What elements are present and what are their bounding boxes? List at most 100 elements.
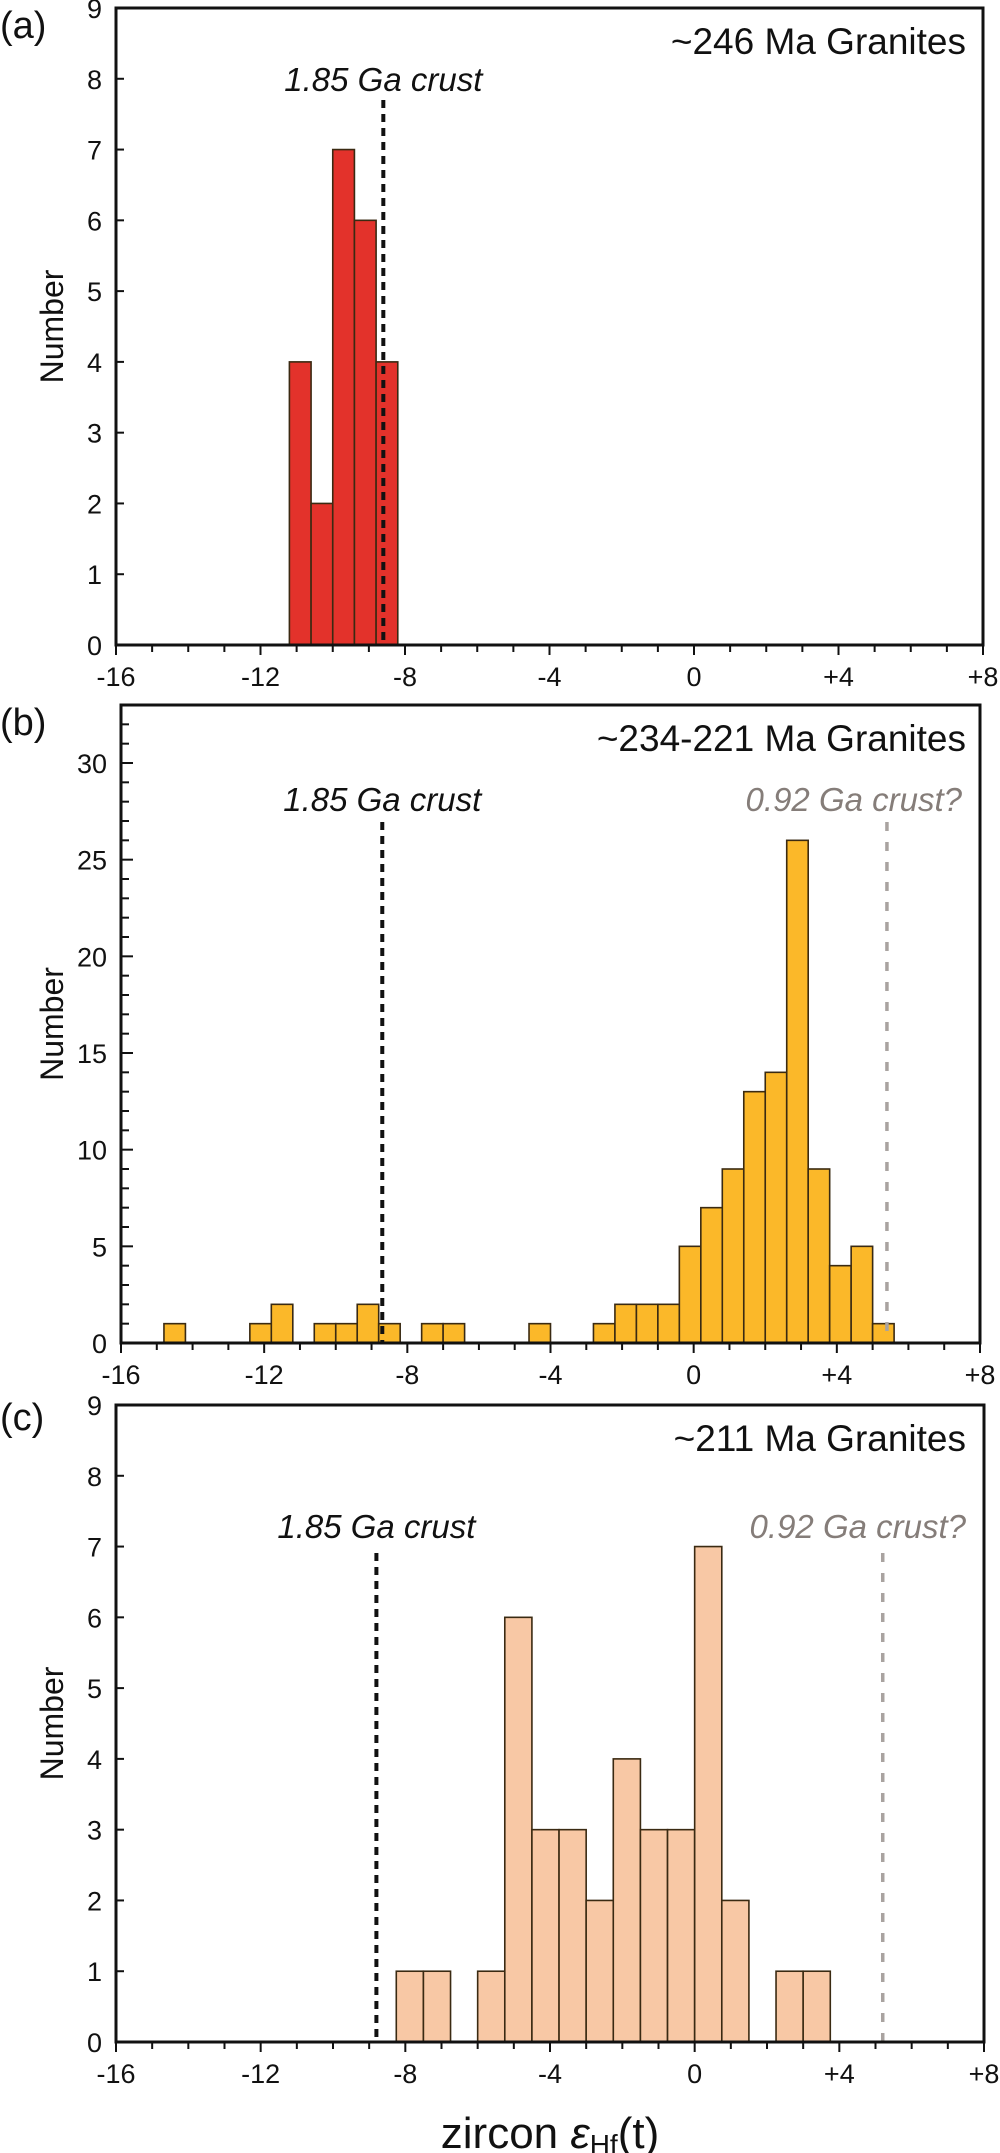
x-tick-label: +4 [823,662,854,692]
histogram-bar [764,1071,788,1344]
histogram-bar [721,1168,745,1344]
panel-b: (b) ~234-221 Ma Granites 1.85 Ga crust 0.… [0,702,995,1390]
x-tick-label: 0 [687,2059,702,2089]
reference-line-label: 0.92 Ga crust? [750,1508,967,1545]
panel-label-c: (c) [0,1397,44,1439]
x-tick-label: -8 [395,1360,419,1390]
y-tick-label: 0 [87,2028,102,2058]
panel-label-a: (a) [0,5,46,47]
y-tick-label: 5 [87,1674,102,1704]
panel-c: (c) ~211 Ma Granites zircon εHf(t) 1.85 … [0,1391,999,2153]
panel-title-c: ~211 Ma Granites [674,1418,966,1459]
histogram-bar [375,361,399,646]
y-tick-label: 4 [87,348,102,378]
y-axis-title: Number [34,1666,70,1780]
histogram-bar [666,1828,696,2043]
y-tick-label: 0 [92,1329,107,1359]
panel-label-b: (b) [0,702,46,744]
x-axis-title-subscript: Hf [590,2129,618,2153]
x-tick-label: -12 [241,2059,280,2089]
histogram-bar [476,1970,506,2043]
panel-a: (a) ~246 Ma Granites 1.85 Ga crust -16 -12… [0,0,998,692]
x-tick-label: +8 [969,2059,1000,2089]
x-tick-label: -12 [245,1360,284,1390]
histogram-bar [163,1322,187,1344]
histogram-bar [585,1899,615,2043]
histogram-bar [742,1090,767,1344]
histogram-bar [395,1970,425,2043]
x-tick-label: -8 [393,662,417,692]
histogram-bar [528,1322,552,1344]
y-tick-label: 9 [87,0,102,24]
histogram-bar [775,1970,804,2043]
reference-line-label: 1.85 Ga crust [277,1508,477,1545]
reference-line-label: 1.85 Ga crust [283,781,483,818]
histogram-bar [612,1758,642,2043]
y-tick-label: 8 [87,65,102,95]
histogram-bar [310,502,334,646]
histogram-bar [657,1303,681,1344]
x-tick-label: 0 [686,1360,701,1390]
x-tick-label: +4 [821,1360,852,1390]
y-tick-label: 5 [87,277,102,307]
y-tick-label: 25 [77,846,107,876]
x-tick-label: -4 [538,2059,562,2089]
y-axis-title: Number [34,269,70,383]
x-axis-title: zircon εHf(t) [441,2109,659,2153]
histogram-bar [700,1206,724,1344]
x-axis-title-tail: (t) [618,2109,660,2153]
histogram-bar [693,1545,723,2043]
x-tick-label: -4 [537,662,561,692]
y-tick-label: 2 [87,1886,102,1916]
histogram-bar [288,361,312,646]
histogram-bar [614,1303,638,1344]
y-tick-label: 9 [87,1391,102,1421]
histogram-bar [720,1899,750,2043]
y-tick-label: 2 [87,489,102,519]
y-tick-label: 1 [87,560,102,590]
x-tick-label: -8 [393,2059,417,2089]
histogram-bar [871,1322,895,1344]
reference-line-label: 0.92 Ga crust? [746,781,963,818]
histogram-bar [678,1245,702,1344]
y-tick-label: 0 [87,631,102,661]
reference-line-label: 1.85 Ga crust [284,61,484,98]
histogram-bar [353,219,377,646]
histogram-bar [334,1322,359,1344]
y-tick-label: 7 [87,136,102,166]
x-tick-label: +8 [965,1360,996,1390]
histogram-bar [807,1168,831,1344]
y-tick-label: 8 [87,1462,102,1492]
x-tick-label: +8 [968,662,999,692]
histogram-bar [249,1322,273,1344]
histogram-bar [313,1322,337,1344]
epsilon-symbol: ε [570,2109,590,2153]
x-tick-label: -16 [96,2059,135,2089]
y-tick-label: 6 [87,1603,102,1633]
histogram-bar [356,1303,380,1344]
histogram-bar [802,1970,832,2043]
panel-title-a: ~246 Ma Granites [671,21,966,62]
y-tick-label: 1 [87,1957,102,1987]
plot-frame [114,6,985,647]
histogram-bar [422,1970,452,2043]
histogram-bar [850,1245,874,1344]
histogram-bar [331,148,356,646]
histogram-bar [420,1322,444,1344]
y-tick-label: 5 [92,1232,107,1262]
y-tick-label: 10 [77,1136,107,1166]
histogram-bar [828,1264,852,1344]
panel-title-b: ~234-221 Ma Granites [597,718,966,759]
x-tick-label: 0 [686,662,701,692]
y-tick-label: 3 [87,1816,102,1846]
histogram-bar [785,839,809,1344]
y-axis-title: Number [34,967,70,1081]
y-tick-label: 15 [77,1039,107,1069]
histogram-bar [639,1828,669,2043]
y-tick-label: 7 [87,1533,102,1563]
y-tick-label: 30 [77,749,107,779]
y-tick-label: 20 [77,942,107,972]
histogram-bar [531,1828,560,2043]
x-tick-label: -16 [101,1360,140,1390]
histogram-bar [635,1303,659,1344]
